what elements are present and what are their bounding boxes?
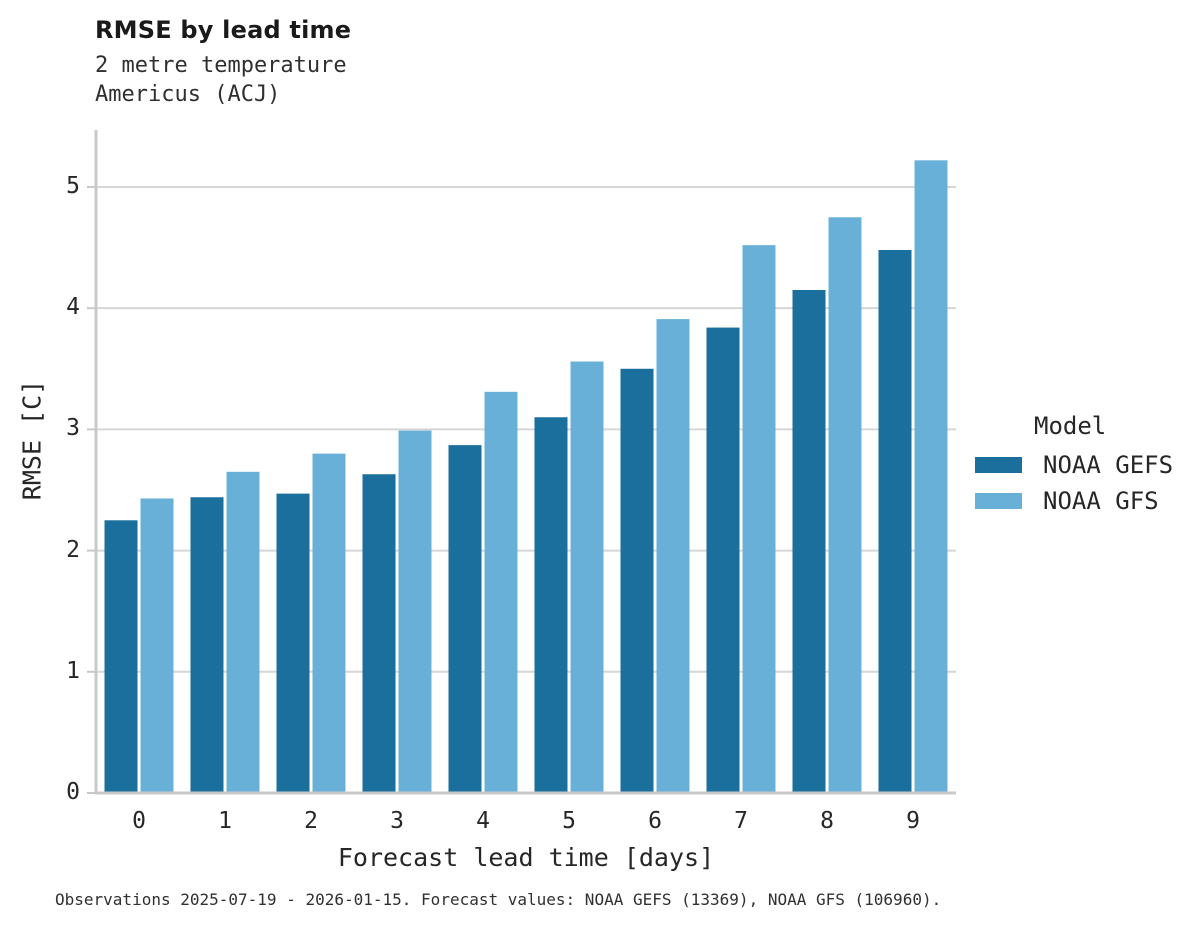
chart-subtitle-variable: 2 metre temperature <box>95 53 347 78</box>
bar-noaa-gfs-lead4[interactable] <box>484 391 518 793</box>
bar-noaa-gfs-lead6[interactable] <box>656 319 690 793</box>
legend-item-noaa-gfs[interactable]: NOAA GFS <box>975 487 1173 515</box>
legend-swatch-icon <box>975 457 1022 473</box>
legend-label: NOAA GFS <box>1043 487 1159 515</box>
bar-noaa-gfs-lead5[interactable] <box>570 361 604 793</box>
x-tick-label-1: 1 <box>218 808 232 834</box>
chart-title: RMSE by lead time <box>95 16 352 44</box>
y-tick-label-4: 4 <box>66 294 80 321</box>
chart-subtitle-station: Americus (ACJ) <box>95 82 281 107</box>
bar-noaa-gefs-lead6[interactable] <box>620 368 654 793</box>
bar-noaa-gefs-lead5[interactable] <box>534 417 568 793</box>
bar-noaa-gefs-lead7[interactable] <box>706 327 740 793</box>
x-tick-label-2: 2 <box>304 808 318 834</box>
bar-noaa-gfs-lead3[interactable] <box>398 430 432 793</box>
bar-noaa-gfs-lead1[interactable] <box>226 471 260 793</box>
bar-noaa-gfs-lead8[interactable] <box>828 217 862 793</box>
y-tick-label-5: 5 <box>66 172 80 199</box>
legend-label: NOAA GEFS <box>1043 451 1174 479</box>
bar-noaa-gefs-lead2[interactable] <box>276 493 310 793</box>
legend-swatch-icon <box>975 493 1022 509</box>
x-tick-label-3: 3 <box>390 808 404 834</box>
legend-item-noaa-gefs[interactable]: NOAA GEFS <box>975 451 1174 479</box>
legend-items: NOAA GEFS NOAA GFS <box>975 451 1174 515</box>
y-tick-label-1: 1 <box>66 657 80 684</box>
bar-noaa-gefs-lead4[interactable] <box>448 445 482 793</box>
bar-noaa-gefs-lead0[interactable] <box>104 520 138 793</box>
bar-noaa-gfs-lead0[interactable] <box>140 498 174 793</box>
x-axis-title: Forecast lead time [days] <box>337 843 715 872</box>
x-tick-label-7: 7 <box>734 808 748 834</box>
y-tick-label-3: 3 <box>66 415 80 442</box>
bar-noaa-gefs-lead3[interactable] <box>362 474 396 793</box>
bar-noaa-gfs-lead2[interactable] <box>312 453 346 793</box>
bar-noaa-gfs-lead7[interactable] <box>742 245 776 794</box>
x-tick-label-9: 9 <box>906 808 920 834</box>
bar-noaa-gefs-lead8[interactable] <box>792 289 826 793</box>
x-tick-label-8: 8 <box>820 808 834 834</box>
x-tick-label-5: 5 <box>562 808 576 834</box>
y-tick-label-0: 0 <box>66 779 80 805</box>
legend-title: Model <box>1034 412 1107 440</box>
bar-noaa-gfs-lead9[interactable] <box>914 160 948 794</box>
y-tick-label-2: 2 <box>66 536 80 563</box>
legend: Model NOAA GEFS NOAA GFS <box>975 412 1173 525</box>
x-tick-label-6: 6 <box>648 808 662 834</box>
bar-noaa-gefs-lead9[interactable] <box>878 249 912 794</box>
caption-observations: Observations 2025-07-19 - 2026-01-15. Fo… <box>55 890 942 909</box>
bar-noaa-gefs-lead1[interactable] <box>190 497 224 793</box>
x-tick-label-0: 0 <box>132 808 146 834</box>
x-tick-label-4: 4 <box>476 808 490 834</box>
